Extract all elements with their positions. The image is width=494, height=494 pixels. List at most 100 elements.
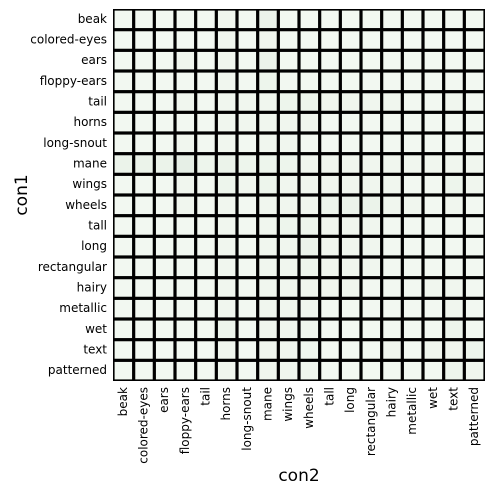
x-tick-label: horns <box>219 387 233 421</box>
cell <box>424 134 443 153</box>
cell <box>176 72 195 91</box>
cell <box>155 361 174 380</box>
cell <box>176 10 195 29</box>
cell <box>279 31 298 49</box>
cell <box>465 175 484 194</box>
cell <box>135 113 153 132</box>
cell <box>341 72 360 91</box>
cell <box>259 320 277 339</box>
cell <box>300 134 319 153</box>
cell <box>279 113 298 132</box>
cell <box>383 51 401 70</box>
x-tick-label: text <box>447 387 461 411</box>
x-tick-label: mane <box>261 387 275 421</box>
cell <box>279 237 298 256</box>
cell <box>403 320 422 339</box>
cell <box>424 196 443 215</box>
cell <box>259 113 277 132</box>
cell <box>155 31 174 49</box>
y-tick-label: tall <box>88 219 107 233</box>
cell <box>465 10 484 29</box>
cell <box>259 72 277 91</box>
cell <box>465 134 484 153</box>
cell <box>197 320 215 339</box>
y-tick-label: wet <box>85 322 107 336</box>
cell <box>259 258 277 277</box>
cell <box>197 93 215 111</box>
cell <box>279 51 298 70</box>
cell <box>445 31 463 49</box>
cell <box>445 320 463 339</box>
cell <box>383 72 401 91</box>
cell <box>362 299 381 318</box>
cell <box>465 113 484 132</box>
cell <box>217 320 236 339</box>
cell <box>424 258 443 277</box>
cell <box>445 134 463 153</box>
cell <box>362 10 381 29</box>
cell <box>300 299 319 318</box>
cell <box>217 72 236 91</box>
cell <box>403 237 422 256</box>
cell <box>279 258 298 277</box>
cell <box>217 113 236 132</box>
cell <box>445 341 463 359</box>
y-tick-label: long <box>81 239 107 253</box>
cell <box>403 341 422 359</box>
cell <box>176 320 195 339</box>
cell <box>465 341 484 359</box>
cell <box>279 175 298 194</box>
cell <box>135 155 153 173</box>
cell <box>403 93 422 111</box>
cell <box>341 10 360 29</box>
cell <box>383 155 401 173</box>
cell <box>238 320 257 339</box>
y-tick-label: horns <box>73 115 107 129</box>
cell <box>445 299 463 318</box>
cell <box>383 134 401 153</box>
cell <box>197 72 215 91</box>
cell <box>155 155 174 173</box>
cell <box>155 10 174 29</box>
cell <box>300 258 319 277</box>
cell <box>445 361 463 380</box>
cell <box>238 10 257 29</box>
cell <box>362 51 381 70</box>
y-tick-label: long-snout <box>43 136 107 150</box>
cell <box>445 237 463 256</box>
cell <box>279 155 298 173</box>
cell <box>238 361 257 380</box>
cell <box>465 31 484 49</box>
cell <box>465 72 484 91</box>
cell <box>383 237 401 256</box>
cell <box>238 175 257 194</box>
y-tick-label: text <box>83 343 107 357</box>
cell <box>155 196 174 215</box>
cell <box>176 134 195 153</box>
cell <box>176 155 195 173</box>
cell <box>155 320 174 339</box>
cell <box>217 10 236 29</box>
cell <box>197 134 215 153</box>
x-tick-label: wheels <box>302 387 316 429</box>
cell <box>135 51 153 70</box>
cell <box>403 299 422 318</box>
cell <box>300 341 319 359</box>
cell <box>197 10 215 29</box>
cell <box>114 320 133 339</box>
y-tick-label: wings <box>72 177 107 191</box>
x-tick-label: beak <box>116 387 130 416</box>
cell <box>383 258 401 277</box>
cell <box>465 196 484 215</box>
cell <box>197 258 215 277</box>
cell <box>259 175 277 194</box>
cell <box>362 196 381 215</box>
cell <box>321 258 339 277</box>
cell <box>217 237 236 256</box>
cell <box>279 217 298 235</box>
y-tick-label: beak <box>78 12 107 26</box>
cell <box>445 217 463 235</box>
cell <box>424 72 443 91</box>
cell <box>238 93 257 111</box>
